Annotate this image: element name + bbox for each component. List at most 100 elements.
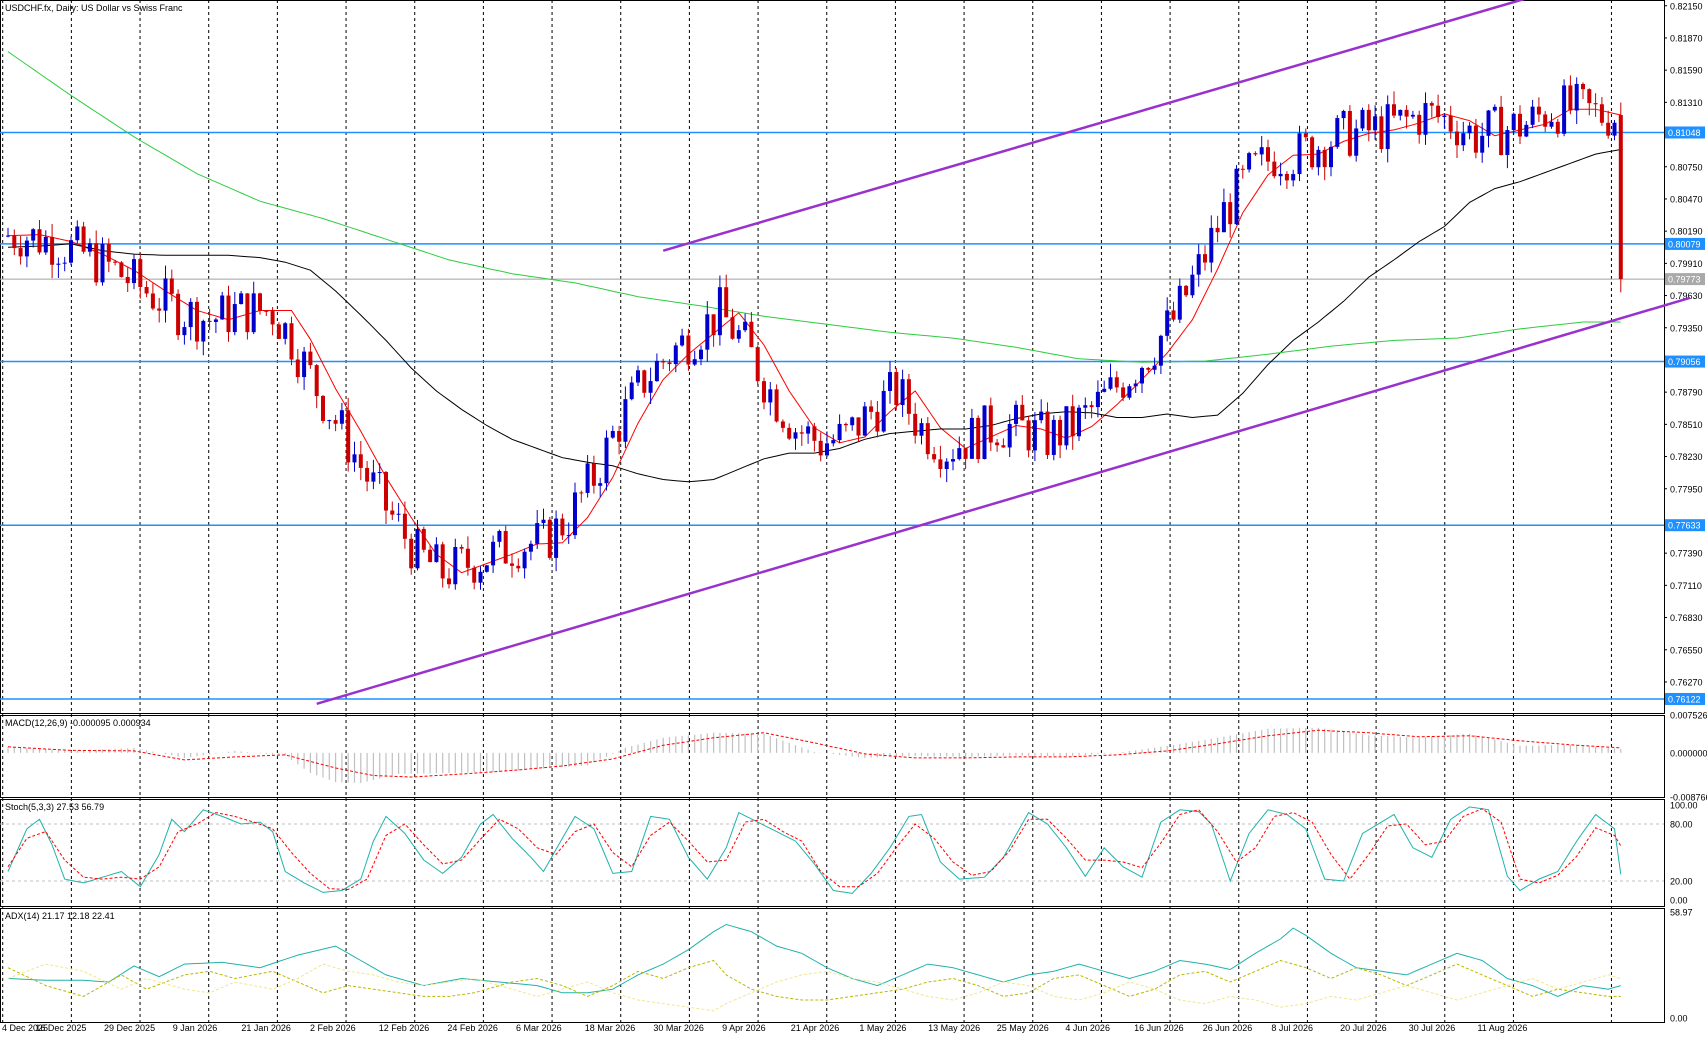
candle-body bbox=[295, 359, 300, 378]
candle bbox=[1599, 97, 1604, 126]
candle bbox=[1455, 120, 1459, 158]
candle bbox=[465, 536, 470, 576]
candle bbox=[428, 545, 433, 563]
candle-body bbox=[636, 370, 640, 383]
candle bbox=[1284, 171, 1289, 189]
candle-body bbox=[951, 459, 955, 462]
panel-frame-macd bbox=[0, 715, 1665, 798]
candle-body bbox=[1366, 109, 1371, 131]
candle bbox=[667, 359, 672, 372]
candle bbox=[447, 568, 451, 589]
candle bbox=[591, 455, 596, 494]
candle-body bbox=[352, 454, 357, 463]
candle-body bbox=[409, 538, 414, 569]
candle-body bbox=[843, 423, 848, 426]
y-tick-label: 0.77110 bbox=[1670, 581, 1702, 591]
macd-y-tick-label: -0.008766 bbox=[1670, 793, 1707, 803]
candle bbox=[1436, 94, 1441, 123]
candle-body bbox=[371, 472, 376, 482]
candle bbox=[1108, 363, 1113, 391]
x-tick-label: 20 Jul 2026 bbox=[1340, 1023, 1387, 1033]
candle bbox=[1014, 400, 1018, 437]
candle bbox=[1127, 383, 1132, 400]
candle bbox=[43, 230, 48, 255]
candle bbox=[1209, 215, 1214, 273]
candle-body bbox=[453, 547, 458, 585]
candle bbox=[762, 377, 766, 410]
candle-body bbox=[1121, 387, 1126, 398]
candle-body bbox=[207, 320, 212, 322]
candle bbox=[1259, 136, 1264, 166]
candle-body bbox=[24, 240, 29, 257]
candle-body bbox=[591, 463, 596, 486]
candle-body bbox=[1417, 114, 1422, 135]
candle-body bbox=[1322, 149, 1327, 168]
candle-body bbox=[1146, 367, 1151, 370]
candle-body bbox=[617, 431, 622, 442]
candle bbox=[1316, 146, 1321, 176]
candle-body bbox=[1177, 285, 1182, 320]
candle bbox=[1039, 399, 1044, 424]
candle-body bbox=[944, 461, 949, 470]
candle-body bbox=[1045, 411, 1050, 455]
candle-body bbox=[195, 301, 199, 342]
candle-body bbox=[62, 262, 67, 264]
y-tick-label: 0.81310 bbox=[1670, 98, 1703, 108]
x-tick-label: 24 Feb 2026 bbox=[447, 1023, 498, 1033]
candle-body bbox=[1410, 114, 1415, 117]
candle bbox=[535, 509, 540, 550]
candle-body bbox=[1039, 411, 1044, 421]
candle-body bbox=[1089, 405, 1094, 408]
candle-body bbox=[1209, 227, 1214, 263]
candle bbox=[106, 238, 111, 273]
x-tick-label: 4 Jun 2026 bbox=[1065, 1023, 1110, 1033]
candle bbox=[654, 353, 659, 382]
macd-y-tick-label: 0.000000 bbox=[1670, 748, 1707, 758]
x-tick-label: 1 May 2026 bbox=[859, 1023, 906, 1033]
candle-body bbox=[1158, 335, 1163, 366]
macd-y-tick-label: 0.007526 bbox=[1670, 711, 1707, 721]
candle bbox=[1234, 165, 1239, 225]
candle bbox=[1417, 110, 1422, 144]
candle-body bbox=[150, 293, 155, 309]
stoch-y-tick-label: 0.00 bbox=[1670, 896, 1688, 906]
candle bbox=[976, 415, 981, 464]
candle-body bbox=[251, 293, 256, 333]
candle bbox=[1562, 79, 1567, 137]
candle-body bbox=[264, 310, 269, 312]
candle bbox=[604, 430, 609, 491]
candle bbox=[264, 309, 269, 317]
candle-body bbox=[881, 390, 886, 432]
candle bbox=[1581, 82, 1585, 99]
candle bbox=[56, 257, 61, 278]
x-tick-label: 4 Dec 2025 bbox=[2, 1023, 48, 1033]
candle-body bbox=[1077, 407, 1081, 437]
candle bbox=[390, 501, 395, 521]
stoch-y-tick-label: 100.00 bbox=[1670, 801, 1698, 811]
candle bbox=[1253, 151, 1258, 157]
candle-body bbox=[610, 431, 615, 438]
candle bbox=[774, 384, 779, 423]
candle-body bbox=[365, 467, 370, 482]
stoch-y-tick-label: 20.00 bbox=[1670, 877, 1693, 887]
candle-body bbox=[1184, 285, 1189, 296]
candle bbox=[1102, 380, 1107, 393]
candle bbox=[1051, 415, 1056, 461]
candle-body bbox=[1171, 310, 1176, 320]
candle-body bbox=[812, 426, 817, 441]
candle-body bbox=[1562, 85, 1567, 134]
y-tick-label: 0.81590 bbox=[1670, 66, 1703, 76]
candle bbox=[1404, 105, 1409, 129]
candle bbox=[1089, 401, 1094, 419]
main-chart-title: USDCHF.fx, Daily: US Dollar vs Swiss Fra… bbox=[5, 3, 183, 13]
ma-fast-line bbox=[7, 108, 1621, 574]
candle bbox=[944, 458, 949, 483]
candle bbox=[1032, 412, 1037, 462]
candle bbox=[24, 236, 29, 268]
candle bbox=[1152, 357, 1157, 375]
candle bbox=[377, 463, 382, 484]
candle bbox=[1379, 106, 1384, 153]
candle-body bbox=[1347, 110, 1352, 156]
candle bbox=[1366, 104, 1371, 142]
